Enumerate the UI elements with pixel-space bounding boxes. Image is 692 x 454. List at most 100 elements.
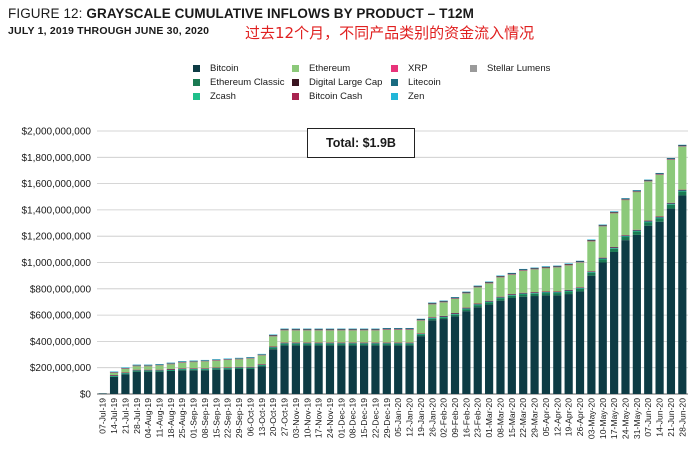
- bar-segment-litecoin: [507, 294, 516, 296]
- bar-segment-bitcoin: [644, 225, 653, 394]
- bar-segment-zcash: [382, 343, 391, 345]
- bar-segment-zcash: [257, 365, 266, 366]
- x-tick-label: 11-Aug-19: [155, 398, 165, 438]
- bar-segment-litecoin: [337, 342, 346, 344]
- x-tick-label: 14-Jun-20: [655, 398, 665, 437]
- bar-segment-digital-large-cap: [507, 273, 516, 275]
- legend-item-stellar: Stellar Lumens: [470, 63, 550, 74]
- legend-swatch: [292, 93, 299, 100]
- bar-segment-bitcoin: [109, 376, 119, 394]
- bar-segment-ethereum: [144, 365, 153, 370]
- bar-segment-zcash: [405, 343, 414, 345]
- total-box: Total: $1.9B: [307, 128, 415, 158]
- bar-segment-bitcoin-cash: [223, 367, 232, 369]
- bar-segment-stellar: [257, 354, 266, 356]
- bar-segment-ethereum: [337, 330, 346, 343]
- bar-segment-stellar: [371, 329, 380, 331]
- bar-segment-stellar: [666, 159, 676, 160]
- bar-segment-zen: [394, 327, 403, 329]
- bar-segment-litecoin: [314, 342, 323, 344]
- bar-segment-stellar: [144, 365, 153, 367]
- bar-segment-zcash: [485, 301, 494, 303]
- legend-swatch: [193, 79, 200, 86]
- bar-segment-litecoin: [473, 303, 482, 305]
- bar-segment-zcash: [632, 231, 641, 232]
- bar-segment-zen: [575, 260, 585, 262]
- bar-segment-stellar: [598, 225, 607, 227]
- bar-segment-ethereum-classic: [666, 204, 676, 209]
- x-tick-label: 05-Jan-20: [393, 398, 403, 437]
- bar-segment-ethereum: [189, 361, 198, 369]
- bar-segment-litecoin: [485, 301, 494, 302]
- bar-segment-bitcoin-cash: [655, 216, 664, 218]
- bar-segment-zcash: [200, 369, 210, 370]
- bar-segment-ethereum-classic: [394, 344, 403, 346]
- bar-segment-zen: [166, 362, 175, 364]
- chart-subtitle: JULY 1, 2019 THROUGH JUNE 30, 2020: [8, 25, 210, 37]
- bar-segment-litecoin: [405, 342, 414, 344]
- x-tick-label: 15-Dec-19: [359, 398, 369, 438]
- bar-segment-zcash: [371, 343, 380, 345]
- bar-segment-zcash: [166, 369, 175, 371]
- bar-segment-bitcoin-cash: [405, 342, 414, 344]
- bar-segment-stellar: [325, 329, 335, 331]
- bar-segment-litecoin: [212, 367, 221, 369]
- bar-segment-litecoin: [610, 247, 619, 249]
- bar-segment-stellar: [223, 359, 232, 360]
- bar-segment-ethereum: [587, 240, 596, 272]
- bar-segment-ethereum-classic: [632, 231, 641, 235]
- bar-segment-bitcoin-cash: [257, 364, 266, 365]
- legend-swatch: [193, 93, 200, 100]
- legend-item-xrp: XRP: [391, 63, 428, 74]
- bar-segment-zen: [530, 267, 539, 269]
- bar-segment-ethereum: [303, 330, 312, 343]
- bar-segment-zen: [485, 281, 494, 283]
- bar-segment-ethereum: [473, 287, 482, 304]
- x-tick-label: 29-Sep-19: [234, 398, 244, 438]
- legend-label: Bitcoin Cash: [309, 91, 363, 102]
- bar-segment-zcash: [610, 248, 619, 249]
- bar-segment-zen: [655, 172, 664, 174]
- bar-segment-ethereum-classic: [530, 293, 539, 297]
- bar-segment-litecoin: [598, 258, 607, 259]
- bar-segment-litecoin: [394, 342, 403, 344]
- bar-segment-digital-large-cap: [587, 239, 596, 241]
- bar-segment-litecoin: [621, 235, 630, 237]
- bar-segment-zen: [405, 327, 414, 329]
- bar-segment-stellar: [246, 357, 255, 359]
- bar-segment-digital-large-cap: [291, 328, 300, 330]
- bar-segment-litecoin: [121, 372, 130, 374]
- bar-segment-zen: [587, 239, 596, 241]
- bar-segment-bitcoin-cash: [132, 369, 141, 371]
- legend-label: Zen: [408, 91, 425, 102]
- x-tick-label: 17-May-20: [609, 398, 619, 439]
- bar-segment-stellar: [132, 365, 141, 367]
- bar-segment-ethereum-classic: [462, 309, 471, 312]
- bar-segment-ethereum: [519, 270, 528, 293]
- bar-segment-litecoin: [269, 346, 278, 348]
- bar-segment-bitcoin: [132, 371, 141, 394]
- bar-segment-stellar: [234, 358, 244, 360]
- bar-segment-zcash: [519, 293, 528, 295]
- bar-segment-zen: [337, 328, 346, 330]
- x-tick-label: 28-Jul-19: [132, 398, 142, 434]
- bar-segment-zen: [234, 357, 244, 359]
- bar-segment-zcash: [291, 343, 300, 345]
- bar-segment-zen: [598, 224, 607, 226]
- bar-segment-litecoin: [530, 292, 539, 294]
- legend-swatch: [292, 65, 299, 72]
- bar-segment-bitcoin: [394, 345, 403, 394]
- bar-segment-zen: [473, 285, 482, 287]
- bar-segment-ethereum-classic: [587, 272, 596, 276]
- bar-segment-litecoin: [439, 316, 448, 318]
- bar-segment-stellar: [610, 212, 619, 214]
- bar-segment-zcash: [439, 317, 448, 318]
- bar-segment-bitcoin: [530, 296, 539, 394]
- x-tick-label: 06-Oct-19: [245, 398, 255, 436]
- bar-segment-bitcoin-cash: [530, 292, 539, 293]
- bar-segment-bitcoin-cash: [269, 346, 278, 348]
- bar-segment-ethereum-classic: [564, 291, 573, 295]
- bar-segment-ethereum-classic: [610, 248, 619, 252]
- bar-segment-stellar: [212, 360, 221, 361]
- bar-segment-zcash: [416, 334, 426, 336]
